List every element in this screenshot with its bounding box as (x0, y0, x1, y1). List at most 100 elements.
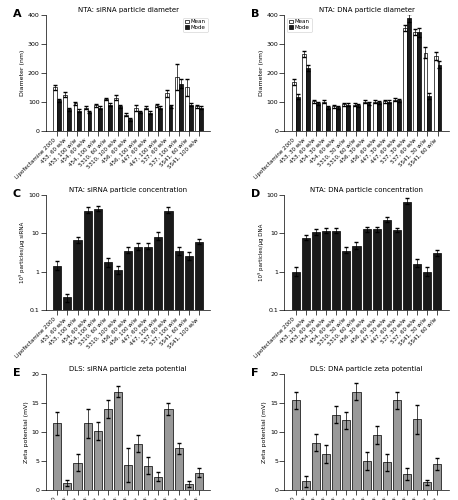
Bar (77, 110, 81, 131)
Bar (296, 96, 300, 131)
Bar (169, 106, 172, 131)
Bar (154, 476, 163, 490)
Y-axis label: Diameter (nm): Diameter (nm) (259, 50, 263, 96)
Bar (302, 482, 310, 490)
Bar (63, 297, 71, 500)
Title: NTA: siRNA particle concentration: NTA: siRNA particle concentration (69, 187, 187, 193)
Bar (138, 112, 142, 131)
Bar (393, 100, 397, 131)
Bar (332, 414, 340, 490)
Bar (144, 108, 148, 131)
Bar (413, 264, 421, 500)
Bar (292, 82, 296, 131)
Bar (363, 230, 371, 500)
Bar (144, 466, 153, 490)
Title: NTA: DNA particle diameter: NTA: DNA particle diameter (319, 7, 414, 13)
Bar (195, 106, 199, 131)
Bar (393, 230, 401, 500)
Bar (199, 108, 203, 131)
Y-axis label: 10⁹ particles/µg DNA: 10⁹ particles/µg DNA (258, 224, 264, 281)
Bar (353, 105, 356, 131)
Text: C: C (13, 189, 21, 199)
Bar (114, 98, 118, 131)
Bar (383, 220, 391, 500)
Y-axis label: Diameter (nm): Diameter (nm) (20, 50, 25, 96)
Bar (424, 52, 427, 131)
Bar (128, 120, 132, 131)
Bar (175, 78, 179, 131)
Text: F: F (251, 368, 259, 378)
Legend: Mean, Mode: Mean, Mode (183, 18, 207, 32)
Bar (353, 246, 360, 500)
Bar (165, 93, 169, 131)
Bar (383, 462, 391, 490)
Bar (164, 409, 173, 490)
Bar (312, 102, 316, 131)
Title: NTA: DNA particle concentration: NTA: DNA particle concentration (310, 187, 423, 193)
Bar (332, 231, 340, 500)
Bar (343, 104, 346, 131)
Bar (124, 115, 128, 131)
Bar (87, 112, 92, 131)
Bar (84, 424, 92, 490)
Bar (434, 56, 437, 131)
Bar (342, 251, 350, 500)
Bar (94, 106, 98, 131)
Bar (118, 106, 122, 131)
Bar (407, 18, 411, 131)
Text: D: D (251, 189, 261, 199)
Bar (94, 431, 102, 490)
Bar (377, 102, 381, 131)
Bar (397, 100, 401, 131)
Bar (104, 409, 112, 490)
Bar (155, 106, 158, 131)
Bar (179, 84, 183, 131)
Bar (53, 88, 57, 131)
Bar (114, 392, 122, 490)
Bar (84, 108, 87, 131)
Bar (189, 105, 193, 131)
Bar (356, 106, 360, 131)
Bar (292, 400, 300, 490)
Title: DLS: DNA particle zeta potential: DLS: DNA particle zeta potential (311, 366, 423, 372)
Text: B: B (251, 9, 260, 19)
Bar (353, 392, 360, 490)
Bar (195, 242, 203, 500)
Bar (403, 202, 411, 500)
Bar (98, 108, 102, 131)
Bar (306, 68, 310, 131)
Bar (134, 246, 142, 500)
Bar (73, 240, 82, 500)
Bar (158, 108, 162, 131)
Bar (114, 270, 122, 500)
Bar (57, 100, 61, 131)
Bar (195, 472, 203, 490)
Bar (346, 105, 350, 131)
Bar (53, 424, 61, 490)
Bar (144, 246, 153, 500)
Bar (437, 65, 442, 131)
Bar (363, 102, 366, 131)
Bar (174, 251, 183, 500)
Title: NTA: siRNA particle diameter: NTA: siRNA particle diameter (77, 7, 179, 13)
Bar (373, 102, 377, 131)
Bar (387, 102, 391, 131)
Bar (333, 106, 336, 131)
Bar (322, 454, 330, 490)
Bar (336, 107, 340, 131)
Bar (104, 99, 108, 131)
Bar (423, 272, 431, 500)
Bar (417, 32, 421, 131)
Bar (104, 262, 112, 500)
Bar (63, 483, 71, 490)
Bar (302, 238, 310, 500)
Bar (322, 102, 326, 131)
Bar (53, 266, 61, 500)
Y-axis label: Zeta potential (mV): Zeta potential (mV) (24, 401, 29, 463)
Bar (154, 237, 163, 500)
Bar (94, 209, 102, 500)
Bar (342, 420, 350, 490)
Text: E: E (13, 368, 21, 378)
Bar (63, 94, 67, 131)
Bar (84, 211, 92, 500)
